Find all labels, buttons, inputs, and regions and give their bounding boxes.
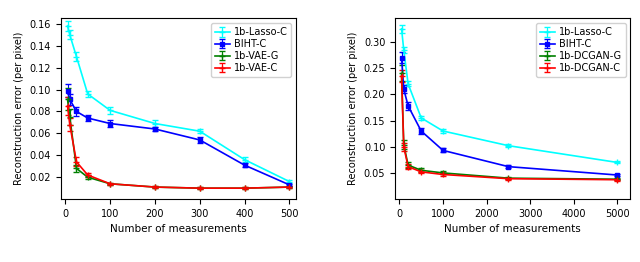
Legend: 1b-Lasso-C, BIHT-C, 1b-DCGAN-G, 1b-DCGAN-C: 1b-Lasso-C, BIHT-C, 1b-DCGAN-G, 1b-DCGAN… <box>536 23 625 77</box>
Legend: 1b-Lasso-C, BIHT-C, 1b-VAE-G, 1b-VAE-C: 1b-Lasso-C, BIHT-C, 1b-VAE-G, 1b-VAE-C <box>211 23 291 77</box>
Y-axis label: Reconstruction error (per pixel): Reconstruction error (per pixel) <box>14 32 24 185</box>
X-axis label: Number of measurements: Number of measurements <box>444 224 581 234</box>
Y-axis label: Reconstruction error (per pixel): Reconstruction error (per pixel) <box>348 32 358 185</box>
X-axis label: Number of measurements: Number of measurements <box>110 224 247 234</box>
